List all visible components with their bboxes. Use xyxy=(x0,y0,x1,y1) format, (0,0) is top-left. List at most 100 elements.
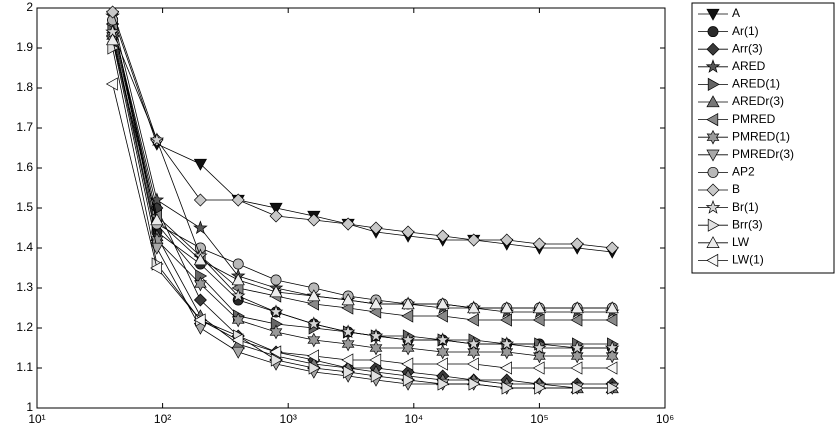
marker xyxy=(436,309,448,323)
marker xyxy=(466,336,481,351)
marker xyxy=(230,288,246,303)
marker xyxy=(436,229,450,243)
marker xyxy=(369,340,383,356)
marker xyxy=(500,301,514,314)
series xyxy=(106,33,619,314)
marker xyxy=(572,381,584,395)
marker xyxy=(270,353,283,367)
marker xyxy=(231,273,245,286)
legend-label: AP2 xyxy=(732,165,755,179)
marker xyxy=(500,233,514,247)
y-tick-label: 1.5 xyxy=(16,200,33,214)
marker xyxy=(341,336,355,352)
marker xyxy=(193,220,208,235)
marker xyxy=(534,381,547,395)
marker xyxy=(533,348,546,364)
marker xyxy=(306,316,322,331)
marker xyxy=(269,345,282,359)
x-tick-label: 10³ xyxy=(280,412,297,425)
legend-marker xyxy=(706,95,720,108)
legend-marker xyxy=(705,199,721,214)
marker xyxy=(307,349,319,363)
marker xyxy=(341,353,354,367)
y-tick-label: 1.4 xyxy=(16,240,33,254)
marker xyxy=(500,344,514,360)
marker xyxy=(532,340,547,355)
marker xyxy=(401,357,414,371)
marker xyxy=(499,336,515,351)
marker xyxy=(401,309,414,323)
x-tick-label: 10⁵ xyxy=(530,412,548,425)
legend-label: ARED(1) xyxy=(732,77,780,91)
legend-label: B xyxy=(732,182,740,196)
x-tick-label: 10² xyxy=(154,412,171,425)
marker xyxy=(106,33,120,46)
legend-marker xyxy=(707,77,720,91)
marker xyxy=(570,313,583,327)
y-tick-label: 1.9 xyxy=(16,40,33,54)
marker xyxy=(231,333,244,347)
marker xyxy=(570,237,584,251)
marker xyxy=(340,324,356,339)
marker xyxy=(369,297,383,310)
marker xyxy=(468,377,481,391)
marker xyxy=(193,158,208,171)
legend-label: PMRED xyxy=(732,112,776,126)
marker xyxy=(401,297,415,310)
marker xyxy=(604,340,620,355)
marker xyxy=(605,301,619,314)
marker xyxy=(307,289,321,302)
marker xyxy=(569,340,585,355)
marker xyxy=(532,361,545,375)
marker xyxy=(570,348,584,364)
legend-marker xyxy=(705,59,721,73)
marker xyxy=(436,297,450,310)
marker xyxy=(269,202,283,215)
marker xyxy=(308,361,321,375)
marker xyxy=(369,221,383,235)
marker xyxy=(150,261,163,275)
marker xyxy=(231,346,245,359)
marker xyxy=(368,328,384,343)
marker xyxy=(401,340,415,356)
marker xyxy=(193,313,206,327)
y-tick-label: 1.2 xyxy=(16,320,33,334)
marker xyxy=(307,213,321,227)
marker xyxy=(231,193,245,207)
series xyxy=(105,24,620,355)
y-tick-label: 1.1 xyxy=(16,360,33,374)
marker xyxy=(500,313,512,327)
marker xyxy=(193,253,208,266)
legend-label: Ar(1) xyxy=(732,24,759,38)
marker xyxy=(341,293,355,306)
legend-marker xyxy=(706,113,719,127)
marker xyxy=(369,353,382,367)
legend-label: LW(1) xyxy=(732,253,764,267)
marker xyxy=(401,225,415,239)
marker xyxy=(435,332,450,347)
marker xyxy=(370,369,383,383)
marker xyxy=(605,361,618,375)
legend-label: Br(1) xyxy=(732,200,759,214)
legend-marker xyxy=(707,218,720,232)
marker xyxy=(232,258,244,270)
marker xyxy=(532,313,545,327)
marker xyxy=(149,192,165,207)
marker xyxy=(570,361,583,375)
marker xyxy=(269,209,283,223)
marker xyxy=(605,313,618,327)
marker xyxy=(270,274,282,286)
marker xyxy=(436,357,448,371)
marker xyxy=(268,304,284,319)
legend-label: PMREDr(3) xyxy=(732,147,794,161)
marker xyxy=(341,217,355,231)
y-tick-label: 1.3 xyxy=(16,280,33,294)
y-tick-label: 1.7 xyxy=(16,120,33,134)
legend-label: LW xyxy=(732,235,750,249)
legend-marker xyxy=(706,42,720,56)
legend-label: PMRED(1) xyxy=(732,129,790,143)
legend-marker xyxy=(706,253,719,267)
y-tick-label: 1 xyxy=(26,400,33,414)
marker xyxy=(436,344,450,360)
